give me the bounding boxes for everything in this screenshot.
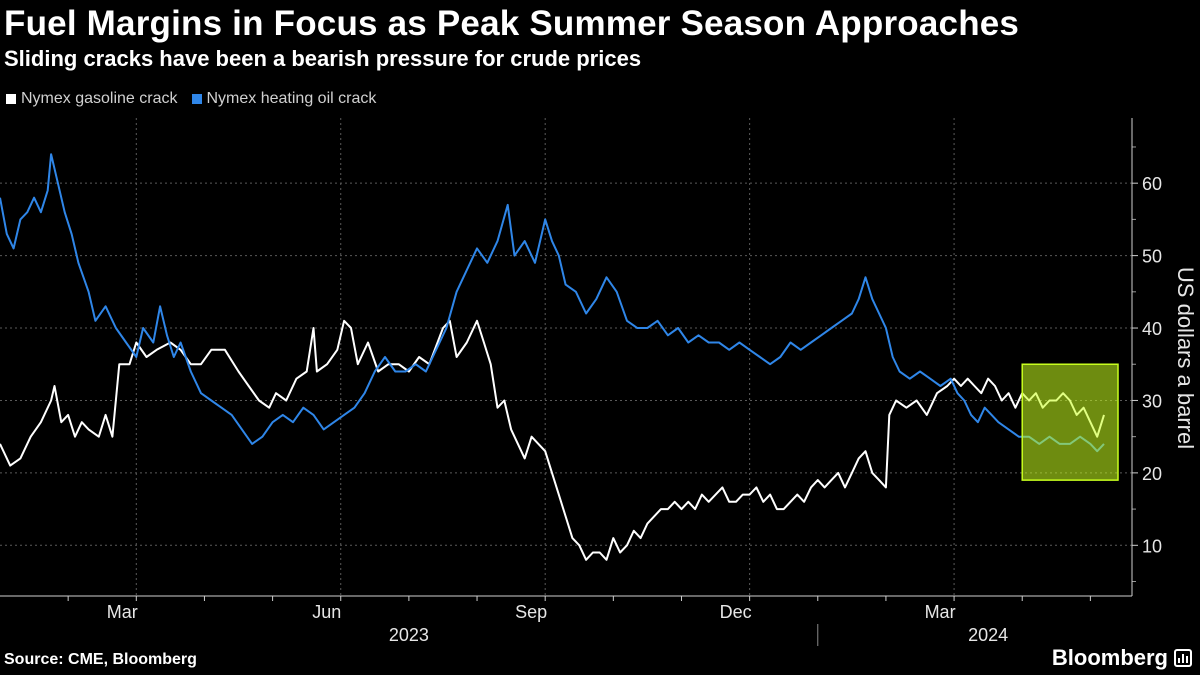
highlight-box xyxy=(1021,363,1119,481)
legend-label-gasoline: Nymex gasoline crack xyxy=(21,90,178,107)
x-tick-label: Sep xyxy=(515,602,547,622)
chart-icon xyxy=(1174,649,1192,667)
year-label: 2023 xyxy=(389,625,429,645)
chart-subtitle: Sliding cracks have been a bearish press… xyxy=(4,46,642,71)
y-tick-label: 60 xyxy=(1142,174,1162,194)
legend-item-heating-oil: Nymex heating oil crack xyxy=(191,90,377,108)
series-line-heating-oil xyxy=(0,153,1105,453)
x-tick-label: Dec xyxy=(720,602,752,622)
x-tick-label: Mar xyxy=(925,602,956,622)
brand-logo: Bloomberg xyxy=(1052,645,1192,671)
x-tick-label: Mar xyxy=(107,602,138,622)
grid-layer xyxy=(0,118,1132,596)
series-line-gasoline xyxy=(0,319,1105,561)
x-tick-label: Jun xyxy=(312,602,341,622)
y-tick-label: 20 xyxy=(1142,464,1162,484)
year-label: 2024 xyxy=(968,625,1008,645)
y-tick-label: 40 xyxy=(1142,319,1162,339)
chart-title: Fuel Margins in Focus as Peak Summer Sea… xyxy=(4,4,1020,43)
y-tick-label: 50 xyxy=(1142,247,1162,267)
legend-item-gasoline: Nymex gasoline crack xyxy=(6,90,178,108)
brand-name: Bloomberg xyxy=(1051,645,1168,670)
legend: Nymex gasoline crack Nymex heating oil c… xyxy=(6,90,376,108)
source-note: Source: CME, Bloomberg xyxy=(4,651,197,668)
legend-label-heating-oil: Nymex heating oil crack xyxy=(206,90,377,107)
legend-swatch-gasoline xyxy=(6,94,16,104)
legend-swatch-heating-oil xyxy=(191,94,202,104)
highlight-layer xyxy=(1021,363,1119,481)
y-axis-label: US dollars a barrel xyxy=(1173,267,1198,449)
y-tick-label: 10 xyxy=(1142,536,1162,556)
y-tick-label: 30 xyxy=(1142,391,1162,411)
series-layer xyxy=(0,153,1105,561)
axis-layer: 10 20 30 40 50 60 Mar Jun Sep Dec Mar 2023 2024 xyxy=(0,118,1162,646)
